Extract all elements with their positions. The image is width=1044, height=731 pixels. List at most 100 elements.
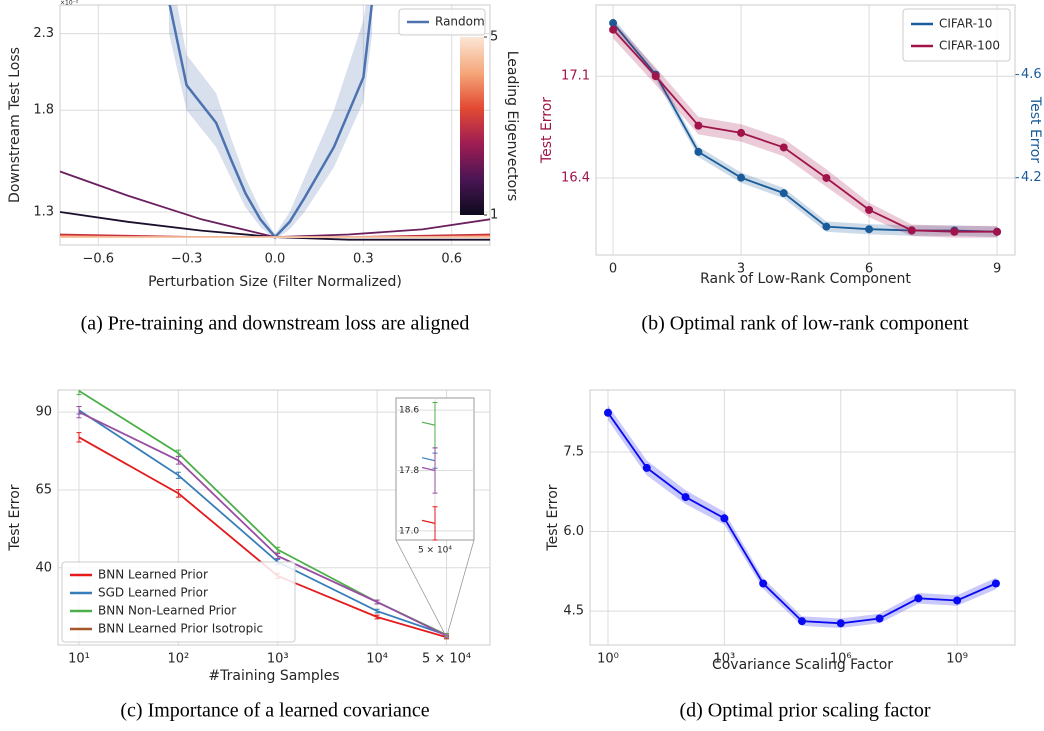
data-point bbox=[907, 226, 916, 235]
data-point bbox=[779, 143, 788, 152]
error-bar bbox=[374, 608, 380, 614]
legend-label: BNN Learned Prior Isotropic bbox=[98, 622, 263, 636]
y-tick-label: 6.0 bbox=[563, 524, 584, 539]
legend: CIFAR-10 CIFAR-100 bbox=[902, 8, 1011, 62]
data-point bbox=[759, 579, 768, 588]
series-layer bbox=[60, 5, 490, 241]
data-point bbox=[603, 408, 612, 417]
legend-label: BNN Non-Learned Prior bbox=[98, 604, 236, 618]
error-bar bbox=[374, 599, 380, 605]
x-tick-label: −0.3 bbox=[171, 252, 203, 267]
x-tick-label: 5 × 10⁴ bbox=[422, 652, 471, 667]
inset-line bbox=[421, 519, 436, 524]
legend-label: CIFAR-100 bbox=[939, 39, 1000, 53]
inset-line bbox=[421, 466, 436, 472]
x-tick-label: 10⁶ bbox=[830, 652, 852, 667]
legend: Random bbox=[398, 8, 486, 36]
legend-label: Random bbox=[435, 15, 485, 29]
y-tick-label: 1.3 bbox=[33, 205, 54, 220]
data-point bbox=[950, 227, 959, 236]
error-bar bbox=[275, 546, 281, 553]
x-axis-title: #Training Samples bbox=[208, 668, 339, 684]
data-point bbox=[609, 25, 618, 34]
y-tick-label: 17.0 bbox=[399, 526, 419, 536]
data-point bbox=[642, 463, 651, 472]
colorbar-tick-label: 1 bbox=[490, 208, 498, 223]
error-bar bbox=[76, 406, 82, 419]
legend-label: CIFAR-10 bbox=[939, 17, 992, 31]
error-bar bbox=[76, 432, 82, 443]
confidence-band bbox=[169, 5, 373, 240]
colorbar-title: Leading Eigenvectors bbox=[504, 51, 520, 202]
error-bar bbox=[432, 447, 438, 494]
colorbar bbox=[460, 37, 484, 215]
inset-line bbox=[421, 421, 436, 426]
data-point bbox=[914, 594, 923, 603]
legend-box bbox=[902, 8, 1011, 62]
colorbar-tick-label: 5 bbox=[490, 30, 498, 45]
data-point bbox=[694, 147, 703, 156]
x-tick-label: 10² bbox=[167, 652, 189, 667]
error-bar bbox=[275, 552, 281, 559]
y-tick-label: 18.6 bbox=[399, 406, 419, 416]
caption: (d) Optimal prior scaling factor bbox=[679, 700, 930, 722]
zoom-connector bbox=[395, 539, 475, 638]
y-axis-title: Test Error bbox=[545, 484, 561, 551]
x-axis-title: Perturbation Size (Filter Normalized) bbox=[148, 274, 402, 290]
data-point bbox=[779, 189, 788, 198]
data-point bbox=[737, 128, 746, 137]
plot-frame bbox=[589, 389, 1016, 646]
y-axis-title: Test Error bbox=[7, 484, 23, 551]
legend: BNN Learned Prior SGD Learned Prior BNN No… bbox=[61, 561, 296, 643]
y-tick-label: 4.5 bbox=[563, 604, 584, 619]
y-axis-title: Downstream Test Loss bbox=[7, 47, 23, 203]
caption: (a) Pre-training and downstream loss are… bbox=[81, 313, 470, 335]
y-tick-label: 40 bbox=[35, 560, 52, 575]
data-point bbox=[797, 617, 806, 626]
axis-offset-label: ×10⁻² bbox=[60, 0, 79, 7]
series-line bbox=[612, 29, 998, 233]
series-line bbox=[168, 5, 374, 239]
y-tick-label: 17.8 bbox=[399, 466, 419, 476]
y-axis-title: Test Error bbox=[539, 97, 555, 164]
plot-area bbox=[590, 390, 1015, 645]
y-tick-label: 1.8 bbox=[33, 103, 54, 118]
x-tick-label: 3 bbox=[737, 262, 745, 277]
data-point bbox=[681, 493, 690, 502]
x-tick-label: 9 bbox=[993, 262, 1001, 277]
data-point bbox=[875, 614, 884, 623]
y2-tick-label: 4.6 bbox=[1021, 67, 1042, 82]
data-point bbox=[609, 19, 618, 28]
y-tick-label: 2.3 bbox=[33, 26, 54, 41]
y-tick-label: 65 bbox=[35, 482, 52, 497]
x-tick-label: 10³ bbox=[267, 652, 289, 667]
legend-label: SGD Learned Prior bbox=[98, 586, 208, 600]
x-tick-label: 0.3 bbox=[353, 252, 374, 267]
series-layer bbox=[609, 17, 1002, 238]
data-point bbox=[836, 619, 845, 628]
inset-line bbox=[421, 457, 436, 462]
data-point bbox=[694, 121, 703, 130]
error-bar bbox=[175, 456, 181, 465]
y-tick-label: 17.1 bbox=[561, 69, 590, 84]
x-tick-label: 5 × 10⁴ bbox=[418, 546, 452, 556]
inset: 5 × 10⁴ 17.0 17.8 18.6 bbox=[395, 397, 475, 556]
x-axis-title: Covariance Scaling Factor bbox=[712, 657, 893, 673]
y2-axis-title: Test Error bbox=[1027, 96, 1043, 163]
error-bar bbox=[175, 471, 181, 479]
chart-panel: −0.6 −0.3 0.0 0.3 0.6 1.3 1.8 2.3 (a) Pre-traini… bbox=[7, 0, 520, 335]
y-tick-label: 7.5 bbox=[563, 445, 584, 460]
x-tick-label: 10¹ bbox=[68, 652, 90, 667]
confidence-band bbox=[608, 405, 996, 628]
data-point bbox=[822, 173, 831, 182]
x-tick-label: 10³ bbox=[713, 652, 735, 667]
x-tick-label: 10⁴ bbox=[366, 652, 388, 667]
data-point bbox=[865, 205, 874, 214]
plot-frame bbox=[57, 389, 491, 646]
data-point bbox=[737, 173, 746, 182]
plot-frame bbox=[59, 4, 491, 246]
data-point bbox=[651, 72, 660, 81]
data-point bbox=[720, 514, 729, 523]
error-bar bbox=[374, 614, 380, 620]
